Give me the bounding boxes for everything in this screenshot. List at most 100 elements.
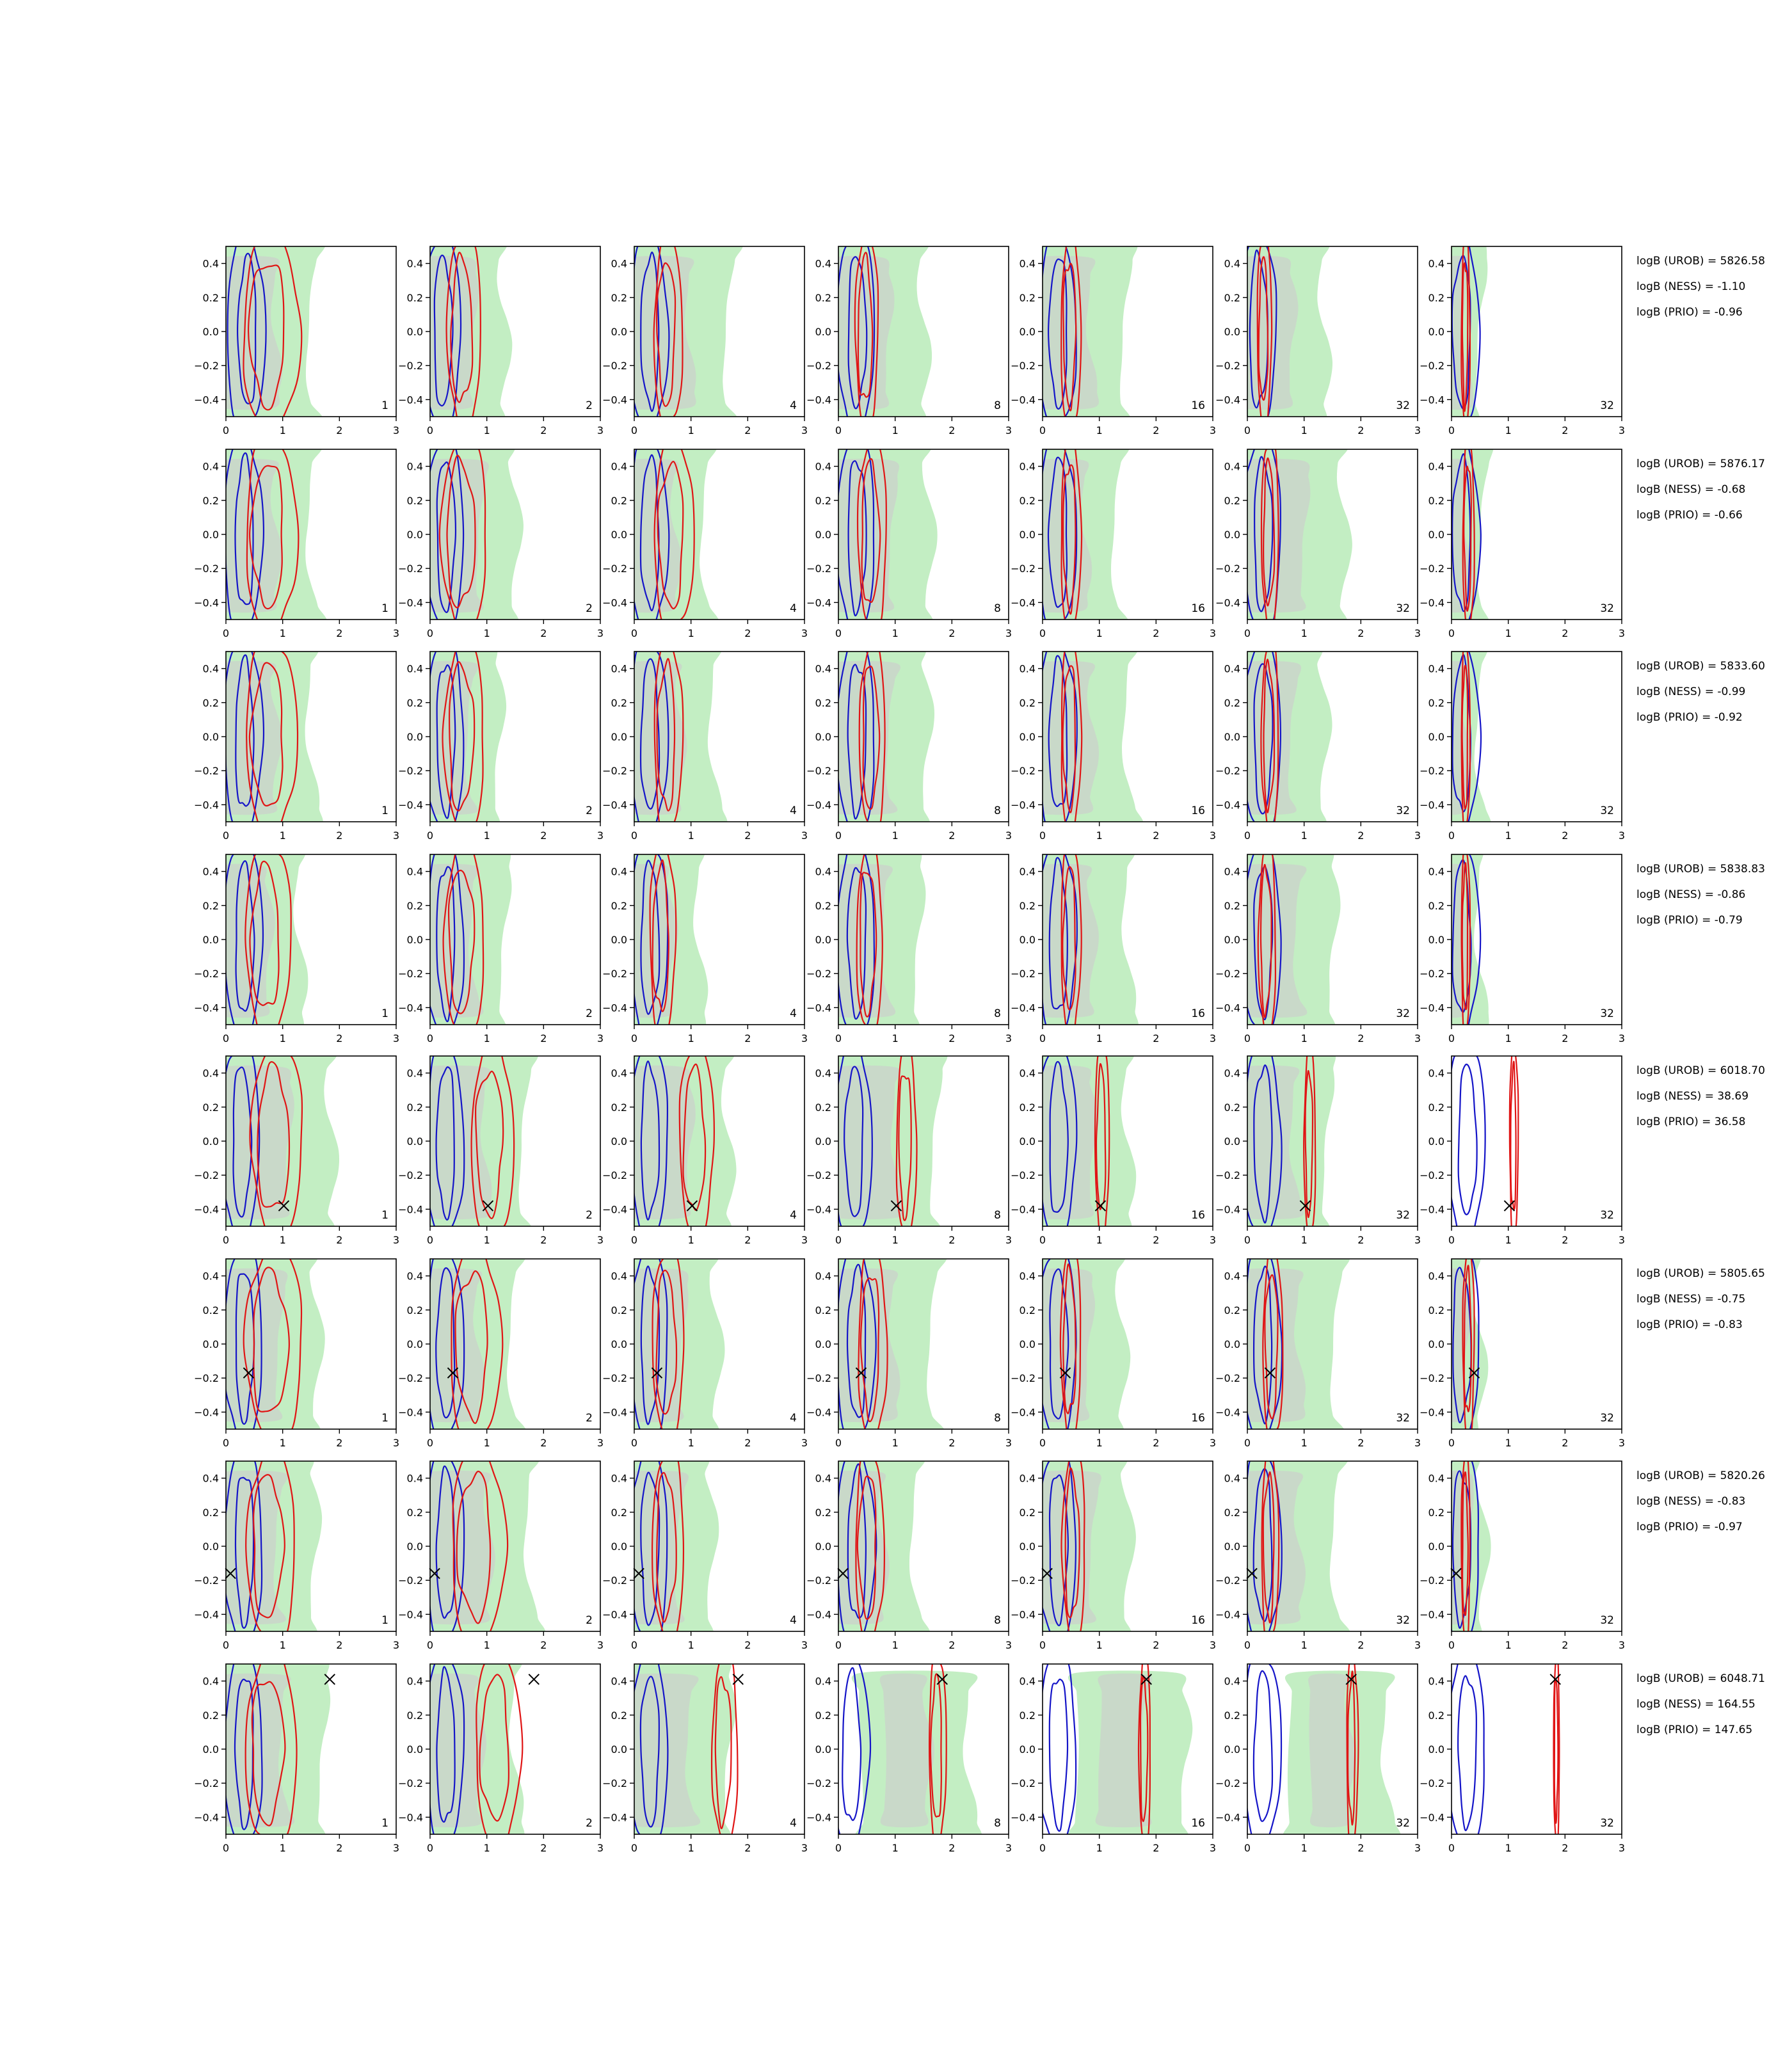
x-tick-label: 0: [1448, 424, 1455, 436]
y-tick-label: −0.2: [194, 1777, 219, 1789]
contour-panel: 0 1 2 30.40.20.0−0.2−0.4 2: [398, 1663, 604, 1854]
red-contour-inner: [1062, 866, 1076, 1011]
contour-panel: 0 1 2 3 0.4 0.2 0.0 −0.2 −0.4 16: [1011, 1055, 1216, 1246]
x-tick-label: 2: [1357, 829, 1364, 842]
true-value-marker: [324, 1674, 335, 1685]
y-tick-label: −0.2: [1011, 1574, 1036, 1587]
blue-contour-inner: [1249, 249, 1269, 409]
blue-contour-inner: [1457, 1064, 1478, 1215]
inner-density-region: [430, 255, 479, 410]
contour-panel: 0 1 2 3 0.4 0.2 0.0 −0.2 −0.4 8: [806, 1460, 1012, 1651]
y-tick-label: 0.0: [611, 934, 627, 946]
x-tick-label: 2: [336, 1842, 342, 1854]
y-tick-label: −0.4: [1215, 799, 1240, 811]
y-tick-label: 0.4: [203, 461, 219, 473]
y-tick-label: 0.4: [611, 1270, 627, 1283]
contour-panel: 0 1 2 3 0.4 0.2 0.0 −0.2 −0.4 32: [1215, 449, 1421, 639]
y-tick-label: −0.4: [398, 1406, 423, 1418]
x-tick-label: 0: [223, 1234, 229, 1246]
inner-density-region: [1308, 1673, 1357, 1828]
inner-density-region: [226, 1673, 295, 1828]
x-tick-label: 1: [688, 1842, 694, 1854]
x-tick-label: 1: [892, 424, 899, 436]
y-tick-label: 0.4: [203, 258, 219, 270]
y-tick-label: 0.0: [407, 934, 423, 946]
red-contour-inner: [1463, 1265, 1473, 1412]
true-value-marker: [890, 1200, 902, 1212]
x-tick-label: 1: [1301, 424, 1308, 436]
red-contour-inner: [1510, 1060, 1517, 1210]
panel-count-label: 16: [1191, 1209, 1205, 1222]
blue-contour-outer: [1247, 1259, 1283, 1429]
contour-panel: 0 1 2 3 0.4 0.2 0.0 −0.2 −0.4 32: [1420, 1055, 1625, 1246]
y-tick-label: 0.0: [815, 1338, 831, 1350]
true-value-marker: [447, 1367, 459, 1379]
y-tick-label: 0.4: [203, 663, 219, 675]
x-tick-label: 1: [892, 1032, 899, 1044]
panel-count-label: 16: [1191, 1614, 1205, 1627]
red-contour-inner: [862, 665, 881, 810]
x-tick-label: 0: [1039, 1032, 1046, 1044]
panel-count-label: 32: [1600, 1209, 1614, 1222]
blue-contour-inner: [433, 254, 454, 407]
x-tick-label: 1: [484, 1639, 490, 1651]
x-tick-label: 1: [1096, 1842, 1103, 1854]
red-contour-inner: [248, 465, 283, 610]
y-tick-label: 0.2: [611, 292, 627, 304]
x-tick-label: 1: [280, 424, 286, 436]
true-value-marker: [1140, 1674, 1152, 1685]
red-contour-inner: [860, 872, 877, 1018]
y-tick-label: 0.0: [1428, 1743, 1444, 1756]
red-contour-inner: [456, 1470, 492, 1624]
x-tick-label: 1: [688, 424, 694, 436]
red-contour-inner: [247, 264, 285, 411]
y-tick-label: −0.4: [1420, 394, 1444, 406]
red-contour-inner: [1062, 665, 1076, 813]
red-contour-inner: [1064, 1467, 1080, 1619]
blue-contour-outer: [1043, 652, 1078, 822]
y-tick-label: 0.0: [815, 529, 831, 541]
x-tick-label: 1: [688, 829, 694, 842]
blue-contour-outer: [227, 246, 267, 417]
panel-count-label: 1: [381, 399, 388, 412]
contour-panel: 0 1 2 3 0.4 0.2 0.0 −0.2 −0.4 16: [1011, 651, 1216, 842]
y-tick-label: −0.4: [1011, 394, 1036, 406]
y-tick-label: 0.2: [1020, 1101, 1036, 1114]
y-tick-label: 0.4: [1020, 1270, 1036, 1283]
y-tick-label: 0.0: [1224, 326, 1240, 338]
red-contour-inner: [448, 661, 476, 812]
red-contour-outer: [1060, 1461, 1085, 1631]
y-tick-label: −0.4: [398, 1203, 423, 1215]
red-contour-inner: [1062, 464, 1076, 615]
y-tick-label: 0.4: [407, 1068, 423, 1080]
x-tick-label: 3: [393, 424, 399, 436]
y-tick-label: 0.2: [1428, 1304, 1444, 1316]
panel-count-label: 4: [790, 602, 797, 615]
y-tick-label: 0.4: [1428, 1473, 1444, 1485]
y-tick-label: 0.4: [611, 1676, 627, 1688]
x-tick-label: 2: [1562, 1437, 1568, 1449]
x-tick-label: 3: [597, 1032, 604, 1044]
x-tick-label: 2: [948, 1639, 955, 1651]
red-contour-inner: [656, 262, 676, 407]
panel-count-label: 16: [1191, 1007, 1205, 1020]
x-tick-label: 2: [336, 1234, 342, 1246]
red-contour-inner: [1260, 863, 1272, 1018]
y-tick-label: −0.4: [1420, 1608, 1444, 1620]
contour-panel: 0 1 2 3 0.4 0.2 0.0 −0.2 −0.4 16: [1011, 1663, 1216, 1854]
x-tick-label: 3: [801, 1639, 808, 1651]
x-tick-label: 2: [1153, 1032, 1159, 1044]
y-tick-label: −0.4: [806, 1406, 831, 1418]
x-tick-label: 1: [892, 627, 899, 639]
inner-density-region: [430, 1673, 487, 1828]
x-tick-label: 0: [223, 424, 229, 436]
x-tick-label: 3: [801, 829, 808, 842]
x-tick-label: 1: [1505, 627, 1512, 639]
true-value-marker: [1468, 1367, 1480, 1379]
x-tick-label: 0: [835, 627, 842, 639]
x-tick-label: 1: [892, 1234, 899, 1246]
logb-stat: logB (UROB) = 5833.60: [1636, 660, 1765, 673]
y-tick-label: 0.4: [1428, 1676, 1444, 1688]
blue-contour-inner: [435, 1267, 456, 1419]
red-contour-outer: [452, 1461, 509, 1631]
